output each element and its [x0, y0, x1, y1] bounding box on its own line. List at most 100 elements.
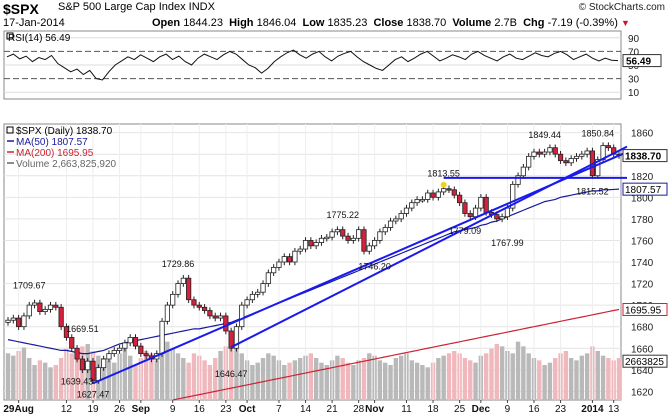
volume-bar — [308, 353, 314, 400]
volume-bar — [553, 358, 558, 400]
symbol-title: $SPX — [3, 1, 39, 17]
x-tick-label: Sep — [132, 404, 150, 415]
x-tick-label: 18 — [427, 404, 439, 415]
candle-body — [143, 353, 149, 357]
volume-bar — [537, 360, 542, 400]
candle-body — [132, 337, 139, 347]
candle-body — [79, 358, 85, 371]
volume-bar — [483, 353, 489, 400]
candle-body — [16, 317, 22, 328]
rsi-tick-label: 90 — [628, 34, 640, 45]
volume-bar — [11, 355, 16, 400]
candle-body — [233, 326, 240, 349]
candle-body — [186, 277, 192, 301]
candle-body — [302, 240, 309, 250]
candle-body — [499, 216, 505, 220]
candle-body — [605, 145, 611, 149]
volume-bar — [191, 353, 197, 400]
volume-bar — [165, 341, 170, 400]
rsi-tick-label: 70 — [628, 47, 640, 58]
volume-bar — [287, 362, 292, 400]
ma200-line — [172, 308, 620, 401]
volume-bar — [324, 365, 329, 400]
volume-bar — [377, 360, 383, 400]
volume-bar — [367, 353, 372, 400]
volume-bar — [563, 351, 569, 400]
candle-body — [542, 151, 548, 155]
volume-bar — [351, 365, 356, 400]
rsi-tick-label: 30 — [628, 75, 640, 86]
candle-body — [265, 272, 271, 284]
candle-body — [286, 256, 293, 263]
candle-body — [106, 353, 112, 360]
volume-bar — [175, 353, 181, 400]
open-label: Open — [152, 17, 181, 29]
candle-body — [21, 315, 27, 328]
x-tick-label: 9 — [170, 404, 176, 415]
candle-body — [191, 299, 197, 306]
candle-body — [557, 153, 564, 162]
volume-bar — [574, 360, 579, 400]
volume-bar — [133, 365, 138, 400]
price-annotation: 1815.52 — [576, 187, 609, 197]
volume-bar — [271, 355, 276, 400]
candle-body — [122, 342, 128, 349]
candle-body — [356, 229, 362, 239]
volume-bar — [292, 360, 298, 400]
volume-bar — [106, 360, 112, 400]
price-badge — [622, 354, 668, 368]
volume-bar — [398, 355, 404, 400]
volume-bar — [468, 360, 473, 400]
volume-bar — [5, 353, 11, 400]
price-tick-label: 1620 — [631, 387, 654, 398]
candle-body — [573, 155, 580, 159]
volume-bar — [584, 353, 590, 400]
price-annotation: 1775.22 — [326, 210, 359, 220]
highlight-marker — [440, 181, 447, 188]
candle-body — [377, 231, 383, 241]
price-annotation: 1746.20 — [358, 261, 391, 271]
x-tick-label: Oct — [239, 404, 256, 415]
candle-body — [536, 151, 542, 155]
volume-bar — [499, 346, 505, 400]
down-arrow-icon: ▼ — [620, 18, 630, 28]
candle-body — [584, 150, 590, 155]
price-annotation: 1813.55 — [427, 169, 460, 179]
volume-bar — [122, 348, 128, 400]
volume-bar — [361, 358, 367, 400]
volume-bar — [388, 365, 393, 400]
candle-body — [74, 347, 80, 360]
price-annotation: 1669.51 — [66, 324, 99, 334]
volume-bar — [579, 355, 585, 400]
candle-body — [462, 202, 468, 214]
candle-body — [371, 240, 378, 247]
volume-bar — [239, 353, 244, 400]
volume-bar — [207, 365, 213, 400]
volume-bar — [606, 358, 611, 400]
volume-bar — [319, 362, 324, 400]
candle-body — [255, 291, 261, 295]
candle-body — [483, 196, 489, 213]
volume-bar — [234, 348, 239, 400]
volume-bar — [42, 362, 48, 400]
candle-body — [494, 214, 500, 220]
volume-bar — [255, 362, 260, 400]
candle-body — [510, 183, 516, 209]
price-badge — [622, 149, 668, 163]
candle-body — [366, 245, 372, 252]
volume-bar — [112, 362, 117, 400]
volume-bar — [48, 367, 53, 400]
candle-body — [201, 306, 208, 311]
candle-body — [329, 231, 335, 238]
candle-body — [324, 236, 330, 240]
quote-date: 17-Jan-2014 — [3, 17, 65, 29]
volume-bar — [181, 358, 186, 400]
candle-body — [37, 302, 43, 312]
candle-body — [478, 196, 484, 209]
candle-body — [276, 261, 282, 268]
high-label: High — [229, 17, 254, 29]
candle-body — [441, 188, 447, 193]
volume-bar — [547, 362, 553, 400]
candle-body — [531, 151, 537, 157]
